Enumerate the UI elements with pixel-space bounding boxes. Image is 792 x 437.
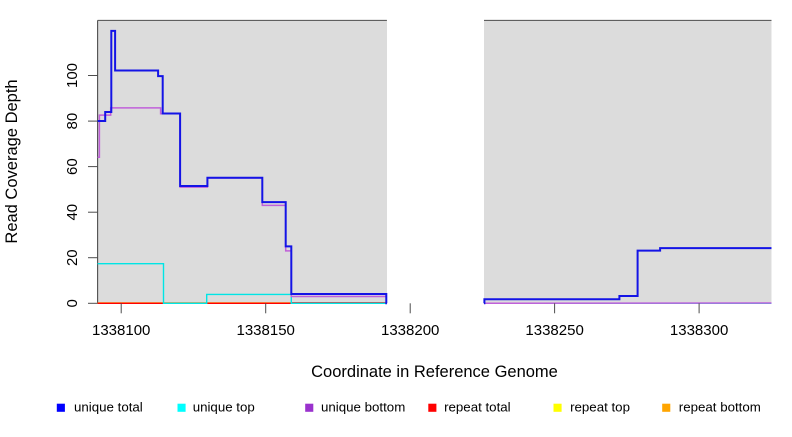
svg-text:repeat total: repeat total <box>444 400 511 415</box>
svg-text:repeat bottom: repeat bottom <box>679 400 761 415</box>
svg-text:1338100: 1338100 <box>92 322 150 339</box>
svg-text:1338300: 1338300 <box>670 322 728 339</box>
svg-text:Read Coverage Depth: Read Coverage Depth <box>3 79 21 243</box>
svg-text:0: 0 <box>64 299 81 307</box>
svg-text:80: 80 <box>64 113 81 130</box>
svg-text:Coordinate in Reference Genome: Coordinate in Reference Genome <box>311 363 558 381</box>
svg-text:1338200: 1338200 <box>381 322 439 339</box>
svg-text:1338250: 1338250 <box>525 322 583 339</box>
svg-text:100: 100 <box>64 63 81 88</box>
svg-text:40: 40 <box>64 204 81 221</box>
svg-text:unique top: unique top <box>193 400 255 415</box>
svg-text:20: 20 <box>64 249 81 266</box>
svg-text:unique bottom: unique bottom <box>321 400 405 415</box>
svg-text:60: 60 <box>64 158 81 175</box>
svg-text:1338150: 1338150 <box>236 322 294 339</box>
svg-text:unique total: unique total <box>74 400 143 415</box>
svg-text:repeat top: repeat top <box>570 400 630 415</box>
